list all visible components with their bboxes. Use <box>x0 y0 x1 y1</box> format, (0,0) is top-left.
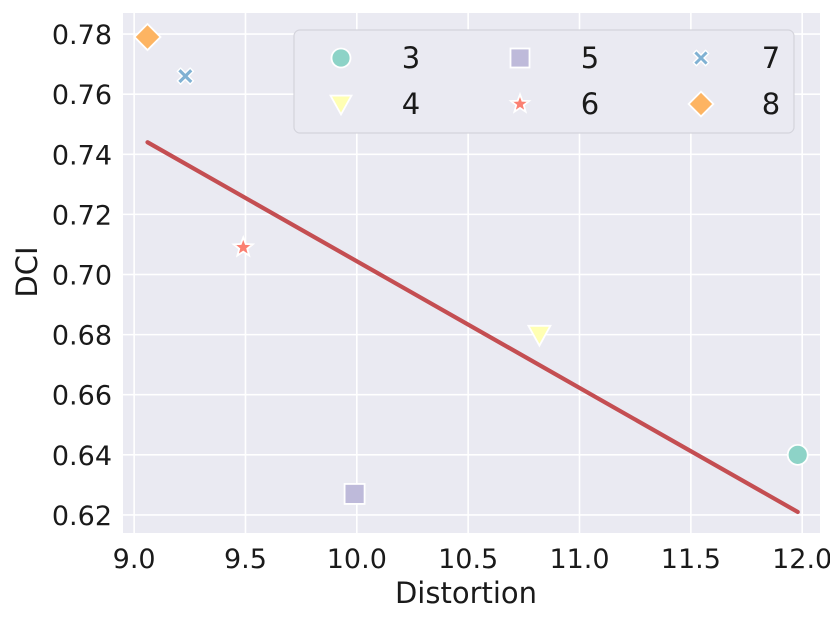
trend-layer <box>145 140 800 515</box>
y-tick-labels: 0.62 0.64 0.66 0.68 0.70 0.72 0.74 0.76 0.78 <box>52 20 112 532</box>
x-tick-label: 11.0 <box>549 544 609 575</box>
y-tick-label: 0.70 <box>52 261 112 292</box>
legend-label-4: 4 <box>402 87 420 121</box>
x-tick-label: 10.0 <box>327 544 387 575</box>
data-point-series-6 <box>231 234 256 258</box>
legend-label-7: 7 <box>762 41 780 75</box>
data-point-series-8 <box>133 22 162 52</box>
legend-marker-5 <box>509 47 531 69</box>
legend-label-3: 3 <box>402 41 420 75</box>
data-point-series-3 <box>786 443 809 466</box>
y-tick-label: 0.62 <box>52 501 112 532</box>
legend: 3 4 5 6 7 8 <box>293 29 795 134</box>
x-tick-label: 11.5 <box>661 544 721 575</box>
legend-box <box>293 29 795 134</box>
legend-marker-6 <box>508 91 532 114</box>
x-tick-label: 9.0 <box>113 544 156 575</box>
legend-label-6: 6 <box>581 87 599 121</box>
legend-label-8: 8 <box>762 87 780 121</box>
legend-marker-3 <box>330 47 352 69</box>
data-point-series-7 <box>176 67 195 86</box>
legend-marker-8 <box>687 90 715 118</box>
x-tick-labels: 9.0 9.5 10.0 10.5 11.0 11.5 12.0 <box>113 544 830 575</box>
legend-label-5: 5 <box>581 41 599 75</box>
y-tick-label: 0.74 <box>52 140 112 171</box>
x-tick-label: 12.0 <box>772 544 830 575</box>
y-tick-label: 0.72 <box>52 200 112 231</box>
y-tick-label: 0.64 <box>52 441 112 472</box>
points-layer <box>133 22 809 505</box>
trend-line <box>145 140 800 515</box>
y-tick-label: 0.66 <box>52 381 112 412</box>
y-tick-label: 0.76 <box>52 80 112 111</box>
x-tick-label: 10.5 <box>438 544 498 575</box>
x-axis-title: Distortion <box>395 576 537 610</box>
y-axis-title: DCI <box>10 246 44 297</box>
data-point-series-5 <box>343 483 366 505</box>
y-tick-label: 0.78 <box>52 20 112 51</box>
x-tick-label: 9.5 <box>224 544 267 575</box>
data-point-series-4 <box>526 324 552 348</box>
legend-marker-7 <box>692 49 710 67</box>
legend-marker-4 <box>329 94 353 117</box>
y-tick-label: 0.68 <box>52 321 112 352</box>
